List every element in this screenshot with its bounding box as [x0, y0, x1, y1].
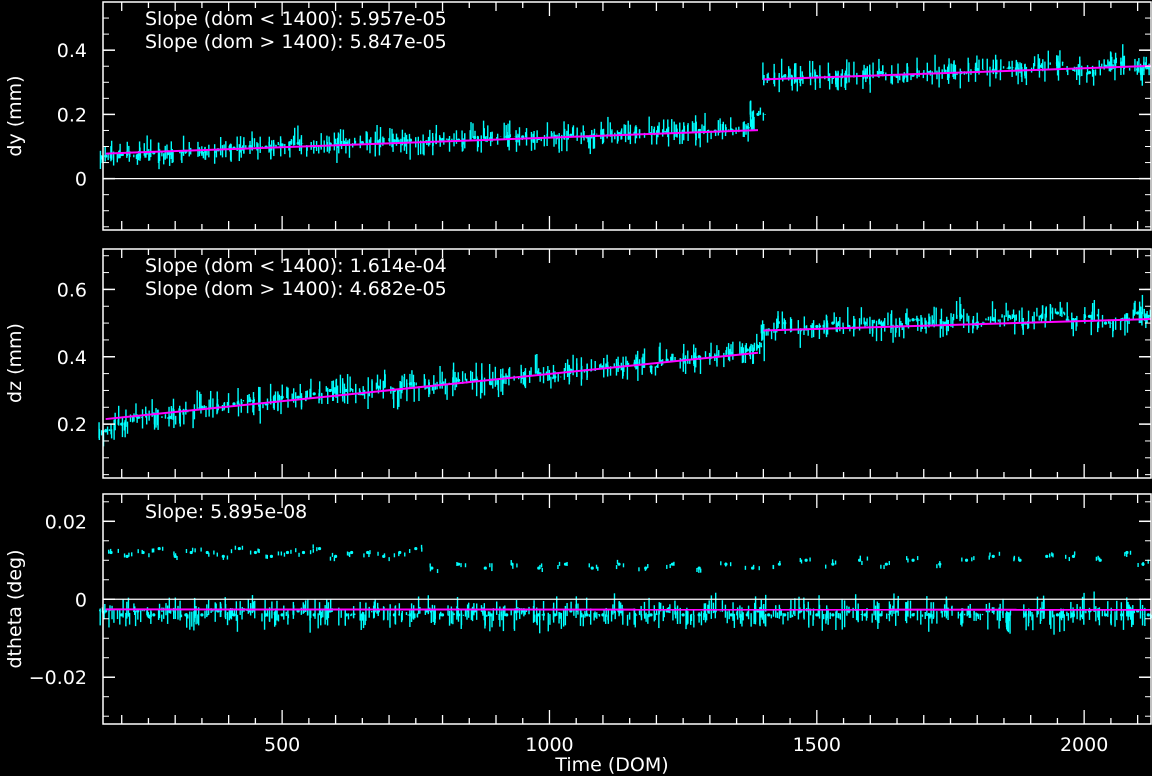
- panel-dy-ytick-label: 0.2: [57, 104, 87, 126]
- panel-dy-annotation-2: Slope (dom > 1400): 5.847e-05: [145, 31, 447, 53]
- panel-dy-frame: [102, 1, 1152, 231]
- panel-dz-point: [815, 324, 819, 329]
- panel-dtheta-point: [991, 554, 995, 558]
- panel-dtheta-point: [285, 550, 290, 555]
- panel-dz-annotation-2: Slope (dom > 1400): 4.682e-05: [145, 278, 447, 300]
- panel-dtheta-point: [804, 558, 808, 562]
- panel-dtheta-point: [200, 613, 204, 617]
- panel-dtheta-point: [125, 554, 129, 558]
- panel-dtheta-ytick-label: 0.02: [45, 511, 87, 533]
- panel-dz-point: [1136, 311, 1140, 315]
- panel-dz-point: [1103, 321, 1108, 325]
- panel-dy-ytick-label: 0.4: [57, 40, 87, 62]
- panel-dtheta-point: [563, 562, 568, 566]
- panel-dz-point: [296, 395, 300, 399]
- panel-dz-fits: [105, 318, 1152, 421]
- panel-dtheta-point: [697, 566, 701, 570]
- panel-dz-point: [1087, 314, 1092, 318]
- panel-dz-ytick-label: 0.6: [57, 279, 87, 301]
- panel-dtheta-point: [505, 613, 509, 617]
- panel-dz-fit-line-1: [105, 351, 759, 421]
- panel-dtheta-point: [767, 613, 771, 617]
- panel-dtheta-point: [269, 554, 274, 558]
- panel-dz-point: [328, 388, 332, 393]
- panel-dtheta-ytick-label: 0: [75, 589, 87, 611]
- panel-dtheta-point: [350, 550, 354, 555]
- panel-dtheta-point: [414, 546, 418, 551]
- panel-dtheta-point: [590, 566, 594, 570]
- panel-dtheta-xtick-label: 500: [264, 734, 300, 756]
- panel-dtheta-point: [649, 613, 653, 617]
- panel-dtheta-ylabel: dtheta (deg): [4, 549, 26, 668]
- panel-dtheta-point: [317, 546, 322, 551]
- panel-dy-ytick-label: 0: [75, 169, 87, 191]
- panel-dtheta-point: [911, 558, 915, 562]
- panel-dtheta-point: [440, 613, 445, 617]
- panel-dtheta-point: [237, 546, 241, 551]
- panel-dy-annotation-1: Slope (dom < 1400): 5.957e-05: [145, 8, 447, 30]
- panel-dtheta-point: [681, 613, 685, 617]
- panel-dtheta-xtick-label: 2000: [1060, 734, 1108, 756]
- panel-dtheta-point: [884, 562, 888, 566]
- panel-dz: 0.20.40.6 Slope (dom < 1400): 1.614e-04 …: [4, 248, 1152, 479]
- panel-dtheta-point: [783, 613, 787, 617]
- panel-dz-ytick-label: 0.2: [57, 414, 87, 436]
- panel-dtheta-xtick-label: 1500: [793, 734, 841, 756]
- panel-dtheta-point: [301, 550, 306, 555]
- panel-dtheta-point: [280, 613, 284, 617]
- panel-dtheta-point: [831, 562, 835, 566]
- panel-dz-fit-line-2: [763, 318, 1152, 332]
- panel-dz-frame: [102, 248, 1152, 479]
- panel-dtheta-ytick-label: −0.02: [29, 667, 87, 689]
- panel-dtheta-point: [1045, 554, 1049, 558]
- panel-dtheta-point: [729, 613, 733, 617]
- panel-dz-ticks: 0.2 0.4 0.6: [57, 249, 1151, 478]
- panel-dy-point: [879, 71, 883, 75]
- panel-dy-ticks: 0 0.2 0.4: [57, 1, 1151, 230]
- panel-dtheta-point: [456, 562, 461, 566]
- panel-dtheta-data: [99, 544, 1152, 635]
- panel-dtheta-point: [831, 613, 835, 617]
- panel-dtheta-point: [1071, 554, 1076, 558]
- panel-dz-point: [232, 402, 236, 406]
- panel-dz-point: [1055, 311, 1060, 315]
- panel-dy-fit-line-2: [763, 64, 1152, 81]
- panel-dtheta-point: [1055, 613, 1060, 617]
- panel-dtheta-point: [157, 546, 161, 551]
- panel-dz-ylabel: dz (mm): [4, 323, 26, 403]
- panel-dtheta-point: [964, 558, 969, 562]
- panel-dtheta-xtick-label: 1000: [525, 734, 573, 756]
- panel-dz-annotation-1: Slope (dom < 1400): 1.614e-04: [145, 255, 447, 277]
- panel-dtheta-point: [205, 550, 209, 555]
- panel-dy-fits: [105, 64, 1152, 155]
- panel-dtheta-point: [253, 550, 257, 555]
- panel-dtheta-frame: [102, 493, 1152, 725]
- panel-dy-fit-line-1: [105, 129, 759, 155]
- panel-dy: 0 0.2 0.4 Slope (dom < 1400): 5.957e-05 Sl…: [4, 1, 1152, 231]
- panel-dtheta-annotation-1: Slope: 5.895e-08: [145, 501, 307, 523]
- panel-dtheta-ticks: −0.02 0 0.02 500 1000 1500 2000: [29, 494, 1151, 756]
- panel-dtheta: −0.02 0 0.02 500 1000 1500 2000 Slope: 5.895e-…: [4, 493, 1152, 756]
- panel-dtheta-point: [483, 566, 487, 570]
- x-axis-label: Time (DOM): [554, 754, 668, 776]
- panel-dz-ytick-label: 0.4: [57, 347, 87, 369]
- panel-dz-point: [911, 318, 915, 322]
- panel-dy-ylabel: dy (mm): [4, 75, 26, 156]
